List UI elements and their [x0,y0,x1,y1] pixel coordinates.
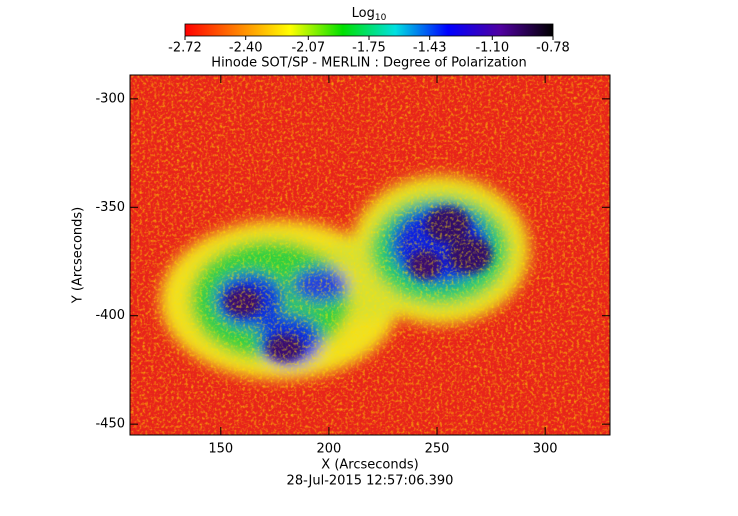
y-tick-label: -400 [95,308,125,323]
x-tick-label: 300 [533,442,558,457]
footer: 28-Jul-2015 12:57:06.390 [287,474,454,489]
colorbar-label-text: Log [352,6,375,21]
image-noise [130,75,610,435]
x-tick-label: 250 [425,442,450,457]
x-axis-label: X (Arcseconds) [321,458,418,473]
y-axis-label: Y (Arcseconds) [71,207,86,304]
colorbar [184,23,554,37]
colorbar-tick-label: -2.72 [168,41,202,56]
colorbar-tick-label: -1.75 [352,41,386,56]
plot-frame [129,74,611,436]
colorbar-tick-label: -1.43 [413,41,447,56]
colorbar-tick-label: -0.78 [536,41,570,56]
colorbar-tick-label: -1.10 [475,41,509,56]
colorbar-tick-label: -2.07 [291,41,325,56]
y-tick-label: -300 [95,91,125,106]
colorbar-tick-label: -2.40 [229,41,263,56]
y-tick-label: -450 [95,417,125,432]
x-tick-label: 150 [208,442,233,457]
chart-title: Hinode SOT/SP - MERLIN : Degree of Polar… [211,56,526,71]
colorbar-label: Log10 [352,6,387,23]
colorbar-label-subscript: 10 [375,13,387,23]
image [130,75,610,435]
x-tick-label: 200 [317,442,342,457]
y-tick-label: -350 [95,200,125,215]
